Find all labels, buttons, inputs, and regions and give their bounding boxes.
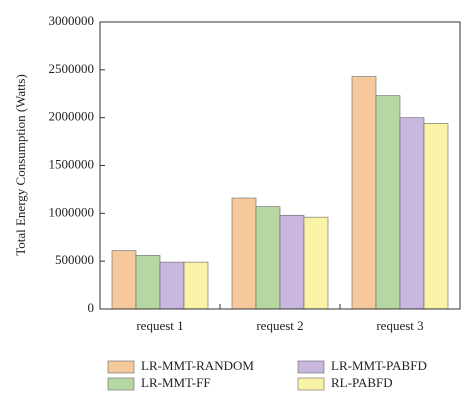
bar xyxy=(423,123,449,310)
legend-label: LR-MMT-FF xyxy=(141,375,211,390)
legend-swatch xyxy=(107,377,135,391)
legend-swatch xyxy=(107,360,135,374)
y-tick-label: 3000000 xyxy=(49,13,95,28)
bar xyxy=(183,261,209,310)
x-tick-label: request 3 xyxy=(376,318,423,333)
legend-label: RL-PABFD xyxy=(331,375,393,390)
y-tick-label: 500000 xyxy=(55,252,94,267)
bar xyxy=(279,214,305,310)
y-tick-label: 2000000 xyxy=(49,109,95,124)
bar xyxy=(399,117,425,310)
y-tick-label: 1500000 xyxy=(49,156,95,171)
x-tick-label: request 2 xyxy=(256,318,303,333)
legend-label: LR-MMT-PABFD xyxy=(331,358,427,373)
plot-frame xyxy=(99,21,461,310)
y-tick-label: 0 xyxy=(88,300,95,315)
bar xyxy=(231,197,257,310)
bar xyxy=(303,216,329,310)
y-tick-label: 2500000 xyxy=(49,61,95,76)
y-tick-label: 1000000 xyxy=(49,204,95,219)
bar xyxy=(159,261,185,310)
bar xyxy=(255,206,281,310)
legend-swatch xyxy=(297,360,325,374)
legend-swatch xyxy=(297,377,325,391)
bar xyxy=(135,255,161,310)
bar xyxy=(111,250,137,310)
bar xyxy=(351,76,377,310)
legend-label: LR-MMT-RANDOM xyxy=(141,358,254,373)
bar xyxy=(375,95,401,310)
y-axis-label: Total Energy Consumption (Watts) xyxy=(13,74,28,256)
x-tick-label: request 1 xyxy=(136,318,183,333)
